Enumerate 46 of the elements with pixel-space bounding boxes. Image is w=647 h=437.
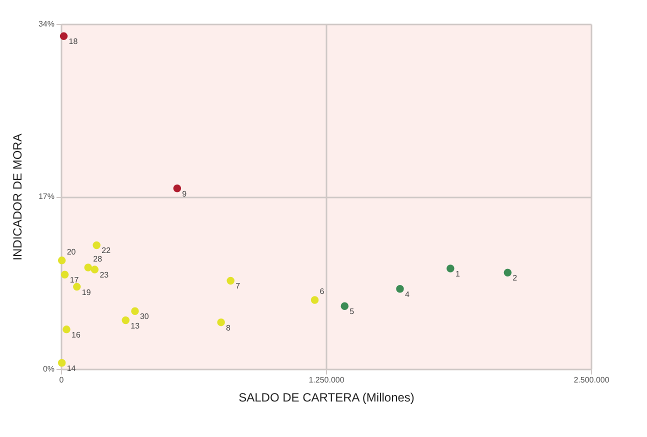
annotation: 9 (182, 189, 188, 198)
annotation: 5 (350, 307, 355, 316)
annotation: 18 (68, 37, 78, 46)
point (84, 264, 92, 272)
annotation: 20 (66, 247, 76, 256)
x-tick-label: 2.500.000 (574, 376, 610, 384)
point (310, 296, 319, 304)
annotation: 6 (320, 287, 325, 296)
annotation: 22 (102, 246, 112, 256)
point (62, 326, 70, 334)
annotation: 4 (404, 290, 410, 299)
point (173, 184, 182, 192)
annotation: 7 (236, 282, 241, 291)
point (217, 318, 225, 326)
y-tick-label: 34% (38, 20, 54, 28)
annotation: 1 (455, 270, 460, 279)
x-tick-label: 0 (59, 376, 64, 384)
annotation: 8 (226, 323, 232, 332)
point (122, 316, 130, 324)
point (396, 284, 404, 293)
point (504, 268, 512, 276)
point (58, 256, 66, 264)
annotation: 23 (100, 270, 110, 280)
annotation: 19 (82, 288, 92, 297)
annotation: 16 (72, 330, 81, 340)
annotation: 14 (66, 364, 76, 373)
annotation: 13 (130, 321, 140, 330)
point (60, 270, 69, 278)
point (92, 241, 100, 250)
point (58, 359, 66, 367)
point (446, 264, 454, 272)
annotation: 17 (70, 276, 80, 285)
annotation: 2 (512, 274, 518, 283)
x-axis-title: SALDO DE CARTERA (Millones) (238, 390, 414, 404)
point (340, 302, 349, 310)
x-tick-label: 1.250.000 (308, 376, 345, 384)
annotation: 28 (93, 254, 103, 264)
point (73, 282, 81, 291)
point (226, 276, 234, 285)
point (60, 32, 68, 40)
y-axis-title: INDICADOR DE MORA (10, 134, 24, 260)
annotation: 30 (140, 312, 150, 322)
y-tick-label: 17% (38, 192, 54, 201)
y-tick-label: 0% (42, 364, 54, 374)
point (131, 307, 139, 316)
point (90, 266, 99, 274)
